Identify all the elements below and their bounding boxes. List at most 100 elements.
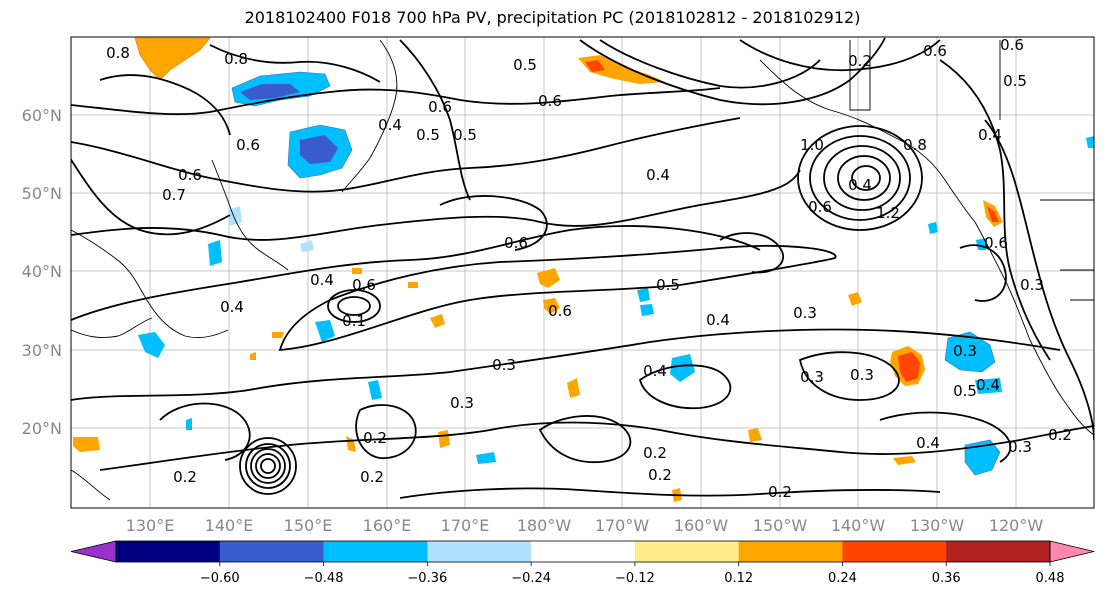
neg-anomaly-shape [476, 452, 496, 464]
pos-anomaly-shape [537, 268, 560, 288]
map-frame [70, 36, 1095, 509]
coastline [71, 469, 111, 501]
neg-anomaly-shape [928, 222, 938, 234]
pv-contour [851, 165, 881, 191]
contour-label: 0.6 [352, 276, 376, 294]
lat-label: 30°N [22, 341, 62, 360]
neg-anomaly-shape [670, 354, 695, 382]
contour-labels: 0.8 0.8 0.50.60.60.5 0.50.20.6 0.60.50.60.60… [106, 36, 1072, 501]
colorbar-segment [738, 541, 843, 562]
colorbar-segment [634, 541, 740, 562]
neg-anomaly-shape [1086, 136, 1094, 148]
pos-anomaly-shape [134, 37, 211, 81]
pv-contours [71, 37, 1094, 499]
contour-label: 0.2 [360, 468, 384, 486]
coastline [849, 40, 871, 111]
pv-contour [638, 364, 732, 410]
pv-contour [278, 245, 837, 352]
colorbar-tick-label: 0.36 [932, 571, 961, 586]
colorbar-segment [323, 541, 428, 562]
pos-anomaly-shape [543, 298, 560, 314]
contour-label: 0.6 [923, 42, 947, 60]
colorbar-tick-label: −0.36 [407, 571, 447, 586]
contour-label: 0.6 [428, 98, 452, 116]
contour-label: 0.2 [173, 468, 197, 486]
colorbar-segment [946, 541, 1051, 562]
pos-anomaly-shape [430, 314, 445, 328]
contour-label: 0.1 [342, 312, 366, 330]
pv-contour [99, 421, 1094, 471]
neg-anomaly-shape [640, 304, 654, 316]
longitude-labels: 130°E 140°E 150°E 160°E 170°E 180°W 170°W 160°W… [126, 516, 1044, 535]
pv-contour [739, 39, 941, 72]
contour-label: 0.4 [706, 311, 730, 329]
lon-label: 130°E [126, 516, 175, 535]
pv-contour [823, 145, 901, 211]
lon-label: 150°E [284, 516, 333, 535]
pos-anomaly-shape [408, 282, 418, 288]
pos-anomaly-shape [73, 437, 100, 452]
pv-contour [439, 195, 548, 251]
pos-anomaly-shape [578, 55, 665, 84]
contour-label: 0.6 [236, 136, 260, 154]
pv-contour [337, 296, 371, 316]
colorbar-frame [115, 540, 1051, 563]
pv-contour [837, 155, 891, 201]
lon-label: 140°E [205, 516, 254, 535]
latitude-labels: 60°N 50°N 40°N 30°N 20°N [22, 106, 62, 438]
contour-label: 0.4 [978, 126, 1002, 144]
pv-contour [798, 351, 900, 401]
lon-label: 160°E [363, 516, 412, 535]
lat-label: 20°N [22, 419, 62, 438]
lat-label: 60°N [22, 106, 62, 125]
contour-label: 0.4 [378, 116, 402, 134]
pv-contour [939, 59, 1051, 361]
pv-contour [355, 404, 417, 459]
gridlines [71, 37, 1094, 508]
contour-label: 0.4 [916, 434, 940, 452]
pv-contour [879, 411, 1012, 463]
contour-label: 0.8 [106, 44, 130, 62]
coastline [759, 59, 976, 223]
colorbar-tick-label: 0.48 [1036, 571, 1065, 586]
coastline [974, 221, 1094, 436]
pos-anomaly-shape [346, 436, 356, 452]
pv-contour [71, 328, 1061, 401]
colorbar-max-arrow [1049, 540, 1095, 563]
pv-contour [71, 117, 741, 193]
pv-contour [71, 225, 761, 321]
lon-label: 160°W [674, 516, 729, 535]
contour-label: 0.5 [953, 382, 977, 400]
pos-anomaly-shape [898, 352, 920, 382]
coastline [71, 229, 229, 339]
contour-label: 0.4 [976, 376, 1000, 394]
pv-contour [209, 44, 381, 83]
contour-label: 0.4 [310, 271, 334, 289]
neg-anomaly-shape [300, 135, 338, 164]
pv-contour [959, 244, 1007, 302]
contour-label: 0.6 [984, 234, 1008, 252]
contour-label: 0.3 [850, 366, 874, 384]
neg-anomaly-shape [637, 288, 650, 302]
pos-anomaly-shape [272, 332, 284, 338]
lon-label: 120°W [989, 516, 1044, 535]
pv-contour [797, 125, 923, 231]
colorbar-segment [116, 541, 221, 562]
contour-label: 0.2 [648, 466, 672, 484]
pos-anomaly-shape [438, 430, 450, 448]
coastline [71, 317, 153, 339]
pv-contour [809, 135, 911, 221]
coastline [341, 39, 398, 193]
neg-anomaly-shape [228, 206, 242, 226]
contour-label: 0.4 [220, 298, 244, 316]
contour-label: 0.2 [768, 483, 792, 501]
pv-contour [260, 458, 276, 474]
neg-anomaly-shape [368, 380, 382, 400]
lon-label: 170°E [441, 516, 490, 535]
colorbar-tick-label: −0.24 [511, 571, 551, 586]
neg-anomaly-shape [315, 320, 335, 342]
contour-label: 0.4 [643, 362, 667, 380]
coastline [211, 159, 289, 271]
neg-anomaly-shape [975, 378, 1002, 394]
